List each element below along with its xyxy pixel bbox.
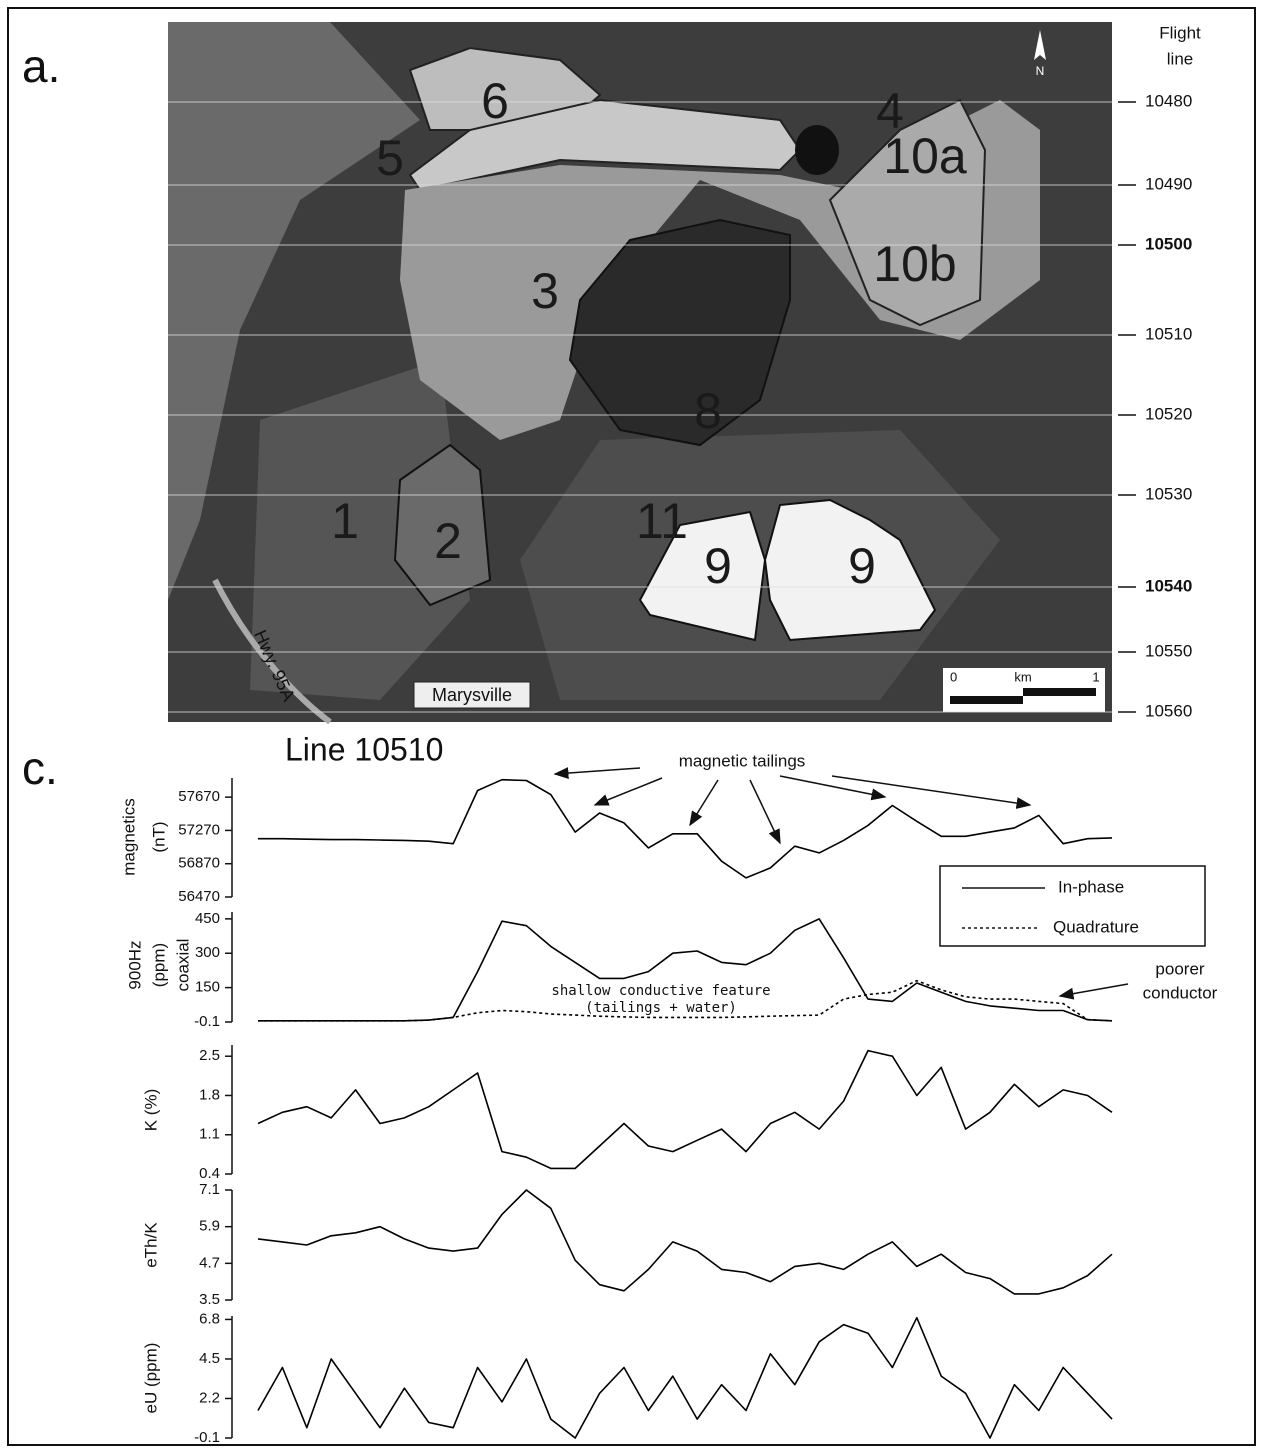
y-tick-label: 56470 bbox=[178, 888, 220, 905]
y-tick-label: 4.5 bbox=[199, 1350, 220, 1367]
y-axis-label: 900Hz bbox=[125, 940, 144, 989]
area-label: 11 bbox=[636, 493, 688, 549]
y-tick-label: 1.8 bbox=[199, 1086, 220, 1103]
y-tick-label: 6.8 bbox=[199, 1310, 220, 1327]
y-tick-label: 57270 bbox=[178, 821, 220, 838]
map bbox=[168, 22, 1112, 725]
area-label: 9 bbox=[704, 538, 732, 594]
flight-line-label: 10520 bbox=[1145, 404, 1192, 423]
data-line bbox=[257, 1189, 1113, 1295]
scale-label: km bbox=[1014, 669, 1031, 684]
data-line bbox=[258, 918, 1113, 1022]
annotation-arrows bbox=[553, 767, 1129, 1000]
y-axis-label: eU (ppm) bbox=[141, 1343, 160, 1414]
flight-line-header: line bbox=[1167, 49, 1193, 68]
flight-line-label: 10560 bbox=[1145, 701, 1192, 720]
y-tick-label: 0.4 bbox=[199, 1165, 220, 1182]
area-label: 8 bbox=[694, 383, 722, 439]
flight-line-label: 10540 bbox=[1145, 576, 1192, 595]
y-tick-label: 5.9 bbox=[199, 1218, 220, 1235]
y-tick-label: 2.5 bbox=[199, 1047, 220, 1064]
legend-label: In-phase bbox=[1058, 877, 1124, 896]
scale-label: 0 bbox=[950, 669, 957, 684]
y-tick-label: 300 bbox=[195, 944, 220, 961]
area-label: 10a bbox=[883, 128, 967, 184]
area-label: 4 bbox=[876, 83, 904, 139]
annotation: conductor bbox=[1143, 983, 1218, 1002]
data-line bbox=[257, 1049, 1113, 1170]
y-axis-label: coaxial bbox=[173, 939, 192, 992]
annotation: poorer bbox=[1155, 959, 1204, 978]
frame bbox=[7, 7, 1256, 1446]
north-label: N bbox=[1036, 64, 1045, 78]
y-tick-label: 150 bbox=[195, 979, 220, 996]
y-axis-label: magnetics bbox=[119, 798, 138, 875]
data-line bbox=[258, 979, 1113, 1022]
panel-label: a. bbox=[22, 40, 60, 92]
flight-line-header: Flight bbox=[1159, 23, 1201, 42]
area-label: 3 bbox=[531, 263, 559, 319]
y-tick-label: 4.7 bbox=[199, 1254, 220, 1271]
y-tick-label: 56870 bbox=[178, 855, 220, 872]
flight-line-label: 10550 bbox=[1145, 641, 1192, 660]
annotation: magnetic tailings bbox=[679, 751, 806, 770]
annotation: shallow conductive feature bbox=[551, 983, 770, 999]
scale-label: 1 bbox=[1092, 669, 1099, 684]
area-label: 9 bbox=[848, 538, 876, 594]
y-tick-label: 57670 bbox=[178, 788, 220, 805]
area-label: 10b bbox=[873, 236, 956, 292]
data-line bbox=[258, 778, 1113, 879]
area-label: 1 bbox=[331, 493, 359, 549]
y-tick-label: 3.5 bbox=[199, 1291, 220, 1308]
flight-line-label: 10480 bbox=[1145, 91, 1192, 110]
area-label: 2 bbox=[434, 513, 462, 569]
y-tick-label: -0.1 bbox=[194, 1429, 220, 1446]
town-label: Marysville bbox=[432, 685, 512, 705]
flight-line-label: 10490 bbox=[1145, 174, 1192, 193]
flight-line-label: 10510 bbox=[1145, 324, 1192, 343]
legend-label: Quadrature bbox=[1053, 917, 1139, 936]
y-tick-label: -0.1 bbox=[194, 1013, 220, 1030]
y-axis-label: (ppm) bbox=[149, 943, 168, 987]
panel-label: c. bbox=[22, 742, 58, 794]
y-tick-label: 2.2 bbox=[199, 1389, 220, 1406]
annotation: (tailings + water) bbox=[585, 1000, 737, 1016]
y-tick-label: 450 bbox=[195, 910, 220, 927]
y-axis-label: (nT) bbox=[149, 821, 168, 852]
data-line bbox=[257, 1316, 1113, 1439]
y-tick-label: 7.1 bbox=[199, 1181, 220, 1198]
flight-line-label: 10530 bbox=[1145, 484, 1192, 503]
area-label: 6 bbox=[481, 73, 509, 129]
chart-title: Line 10510 bbox=[285, 731, 443, 767]
y-axis-label: K (%) bbox=[141, 1089, 160, 1132]
legend: In-phase Quadrature bbox=[939, 865, 1206, 947]
y-tick-label: 1.1 bbox=[199, 1126, 220, 1143]
y-axis-label: eTh/K bbox=[141, 1222, 160, 1268]
area-label: 5 bbox=[376, 130, 404, 186]
flight-line-label: 10500 bbox=[1145, 234, 1192, 253]
